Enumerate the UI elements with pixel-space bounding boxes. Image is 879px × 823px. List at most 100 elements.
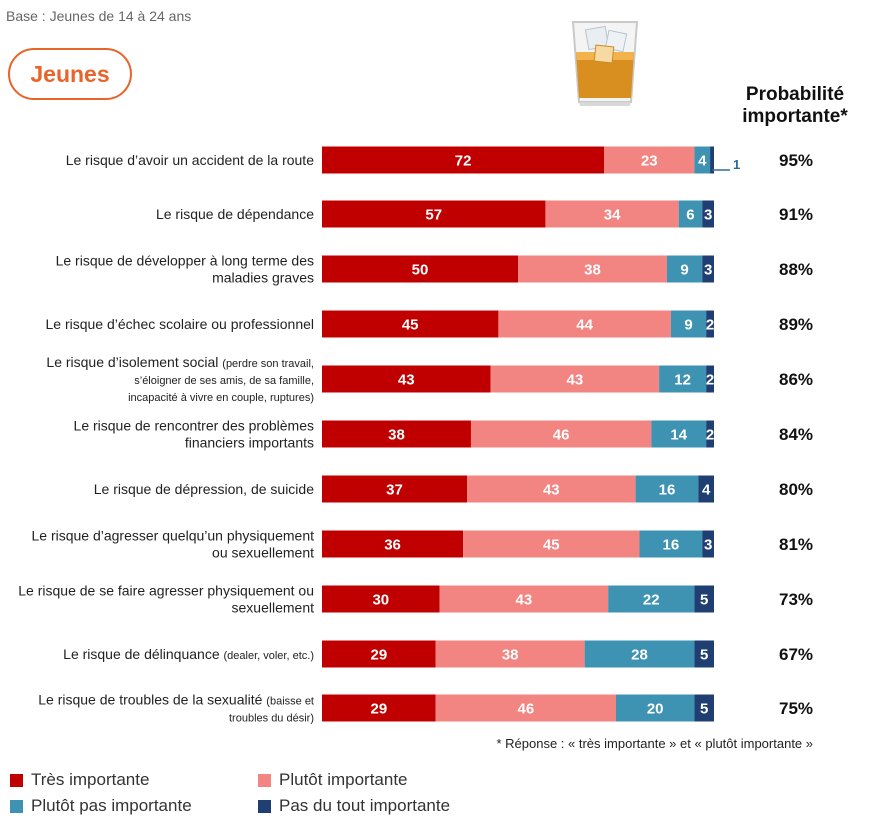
bar-value-label: 4 [698, 153, 707, 170]
bar-segment [322, 640, 436, 668]
category-label: Le risque de développer à long terme des… [56, 253, 314, 286]
category-label-main: Le risque de dépendance [156, 206, 314, 222]
legend-swatch [258, 773, 271, 787]
probability-value: 91% [779, 205, 813, 224]
category-label-main: financiers importants [185, 435, 314, 451]
legend-item-pas-du-tout: Pas du tout importante [258, 796, 450, 816]
bar-value-label: 23 [641, 153, 658, 170]
bar-segment [659, 365, 707, 393]
bar-segment [678, 200, 703, 228]
category-label: Le risque d’isolement social (perdre son… [46, 354, 314, 404]
bar-value-label: 29 [370, 647, 387, 664]
bar-value-label: 34 [604, 207, 621, 224]
legend-item-tres: Très importante [10, 770, 149, 790]
bar-value-label: 46 [553, 427, 570, 444]
bar-segment [604, 146, 695, 174]
probability-header-line2: importante* [742, 106, 848, 127]
bar-segment [322, 475, 468, 503]
bar-segment [545, 200, 679, 228]
bar-segment [322, 365, 491, 393]
probability-header: Probabilité importante* [730, 84, 860, 128]
bar-segment [694, 585, 714, 613]
bar-value-label: 38 [502, 647, 519, 664]
bar-value-label: 28 [631, 647, 648, 664]
bar-value-label: 3 [704, 537, 712, 554]
bar-segment [518, 255, 667, 283]
bar-segment [490, 365, 660, 393]
bar-segment [616, 694, 695, 722]
category-label-line: financiers importants [185, 435, 314, 451]
probability-value: 84% [779, 425, 813, 444]
bar-value-label: 43 [398, 372, 415, 389]
bar-segment [322, 694, 436, 722]
bar-value-label: 50 [412, 262, 429, 279]
category-label-line: maladies graves [212, 270, 314, 286]
bar-segment [498, 310, 671, 338]
category-label: Le risque de troubles de la sexualité (b… [38, 692, 314, 725]
bar-segment [670, 310, 707, 338]
bar-value-label: 14 [670, 427, 687, 444]
bar-value-label: 6 [686, 207, 694, 224]
probability-header-line1: Probabilité [745, 84, 845, 105]
category-label-main: Le risque de se faire agresser physiquem… [18, 583, 314, 599]
bar-value-label: 72 [455, 153, 472, 170]
bar-value-label: 16 [663, 537, 680, 554]
category-label-note: troubles du désir) [229, 713, 314, 725]
category-label-main: maladies graves [212, 270, 314, 286]
bar-segment [322, 585, 440, 613]
bar-value-label: 45 [543, 537, 560, 554]
category-label-note: incapacité à vivre en couple, ruptures) [128, 392, 314, 404]
bar-segment [666, 255, 703, 283]
category-label-main: Le risque de rencontrer des problèmes [74, 418, 314, 434]
category-label-line: s’éloigner de ses amis, de sa famille, [134, 375, 314, 387]
bar-segment [439, 585, 609, 613]
whisky-glass-icon [571, 21, 639, 106]
category-label-line: Le risque de développer à long terme des [56, 253, 314, 269]
bar-segment [608, 585, 695, 613]
legend-swatch [10, 799, 23, 813]
category-label-line: Le risque de délinquance (dealer, voler,… [63, 646, 314, 662]
probability-value: 75% [779, 699, 813, 718]
probability-value: 80% [779, 480, 813, 499]
bar-segment [694, 694, 714, 722]
bar-segment [584, 640, 695, 668]
bar-value-label: 9 [680, 262, 688, 279]
category-label-main: Le risque de développer à long terme des [56, 253, 314, 269]
category-label-line: ou sexuellement [212, 545, 314, 561]
legend-label: Plutôt importante [279, 770, 408, 789]
bar-segment [702, 530, 714, 558]
bar-segment [470, 420, 652, 448]
category-label: Le risque de rencontrer des problèmes fin… [74, 418, 314, 451]
bar-value-label: 3 [704, 207, 712, 224]
bar-value-label: 2 [706, 317, 714, 334]
category-label-main: Le risque d’isolement social [46, 354, 222, 370]
bar-value-label: 46 [517, 701, 534, 718]
bar-segment [467, 475, 636, 503]
bar-segment [706, 365, 714, 393]
bar-value-label: 5 [700, 701, 708, 718]
bar-value-label: 38 [388, 427, 405, 444]
category-label-main: Le risque d’agresser quelqu’un physiquem… [31, 528, 314, 544]
bar-segment [706, 420, 714, 448]
category-label-note: (dealer, voler, etc.) [224, 650, 315, 662]
bar-value-callout: 1 [733, 157, 740, 172]
probability-value: 86% [779, 370, 813, 389]
category-label-line: Le risque d’avoir un accident de la rout… [66, 152, 314, 168]
probability-value: 67% [779, 645, 813, 664]
probability-value: 81% [779, 535, 813, 554]
probability-value: 73% [779, 590, 813, 609]
category-label-main: sexuellement [232, 600, 315, 616]
category-label: Le risque de délinquance (dealer, voler,… [63, 646, 314, 662]
bar-value-label: 43 [543, 482, 560, 499]
bar-segment [702, 255, 714, 283]
legend-swatch [10, 773, 23, 787]
bar-value-label: 43 [516, 592, 533, 609]
category-label-line: Le risque de dépendance [156, 206, 314, 222]
footnote: * Réponse : « très importante » et « plu… [496, 736, 813, 751]
bar-value-label: 57 [425, 207, 442, 224]
audience-badge: Jeunes [8, 48, 132, 100]
category-label-note: (perdre son travail, [222, 358, 314, 370]
bar-segment [702, 200, 714, 228]
bar-value-label: 30 [372, 592, 389, 609]
